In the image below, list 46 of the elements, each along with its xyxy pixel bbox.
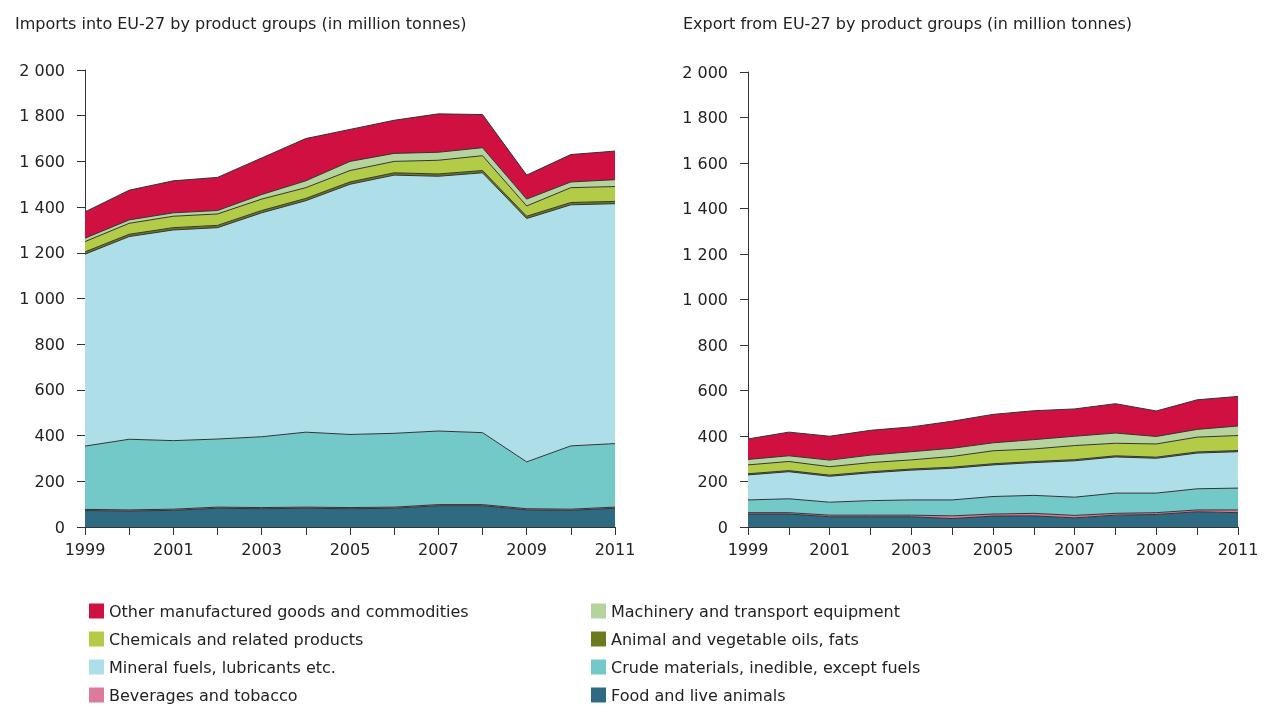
legend-label: Crude materials, inedible, except fuels — [611, 657, 921, 677]
x-tick-label: 1999 — [727, 539, 769, 559]
legend-label: Food and live animals — [611, 685, 786, 705]
chart-title: Export from EU-27 by product groups (in million tonnes) — [683, 13, 1133, 33]
y-tick-label: 400 — [34, 426, 65, 446]
y-tick-label: 1 800 — [682, 108, 728, 127]
x-tick-label: 2011 — [1217, 539, 1259, 559]
x-tick-label: 2001 — [152, 539, 194, 559]
x-tick-label: 2009 — [1135, 539, 1177, 559]
x-tick-label: 2005 — [972, 539, 1014, 559]
y-tick-label: 200 — [34, 471, 65, 491]
legend-label: Mineral fuels, lubricants etc. — [109, 657, 336, 677]
x-tick-label: 2007 — [417, 539, 459, 559]
legend-label: Machinery and transport equipment — [611, 601, 900, 621]
y-tick-label: 1 000 — [19, 289, 65, 308]
y-tick-label: 1 600 — [682, 153, 728, 173]
y-tick-label: 800 — [697, 335, 728, 355]
y-tick-label: 200 — [697, 472, 728, 491]
legend-label: Animal and vegetable oils, fats — [611, 629, 859, 649]
y-tick-label: 1 600 — [19, 151, 65, 171]
x-tick-label: 2001 — [809, 539, 851, 559]
y-tick-label: 1 400 — [682, 199, 728, 218]
legend-label: Beverages and tobacco — [109, 685, 298, 705]
y-tick-label: 600 — [34, 380, 65, 400]
y-tick-label: 0 — [54, 517, 65, 537]
y-tick-label: 600 — [697, 381, 728, 400]
y-tick-label: 2 000 — [19, 60, 65, 80]
y-tick-label: 1 400 — [19, 197, 65, 217]
x-tick-label: 2009 — [506, 539, 548, 559]
x-tick-label: 2003 — [241, 539, 283, 559]
y-tick-label: 1 200 — [19, 243, 65, 263]
x-tick-label: 2007 — [1054, 539, 1096, 559]
y-tick-label: 800 — [34, 334, 65, 354]
y-tick-label: 400 — [697, 426, 728, 446]
x-tick-label: 2003 — [890, 539, 932, 559]
legend-label: Other manufactured goods and commodities — [109, 601, 469, 621]
x-tick-label: 2011 — [594, 539, 636, 559]
chart-title: Imports into EU-27 by product groups (in million tonnes) — [15, 13, 467, 33]
y-tick-label: 1 200 — [682, 244, 728, 264]
x-tick-label: 1999 — [64, 539, 106, 559]
legend-label: Chemicals and related products — [109, 629, 364, 649]
y-tick-label: 1 800 — [19, 106, 65, 126]
y-tick-label: 2 000 — [682, 62, 728, 82]
y-tick-label: 1 000 — [682, 290, 728, 309]
x-tick-label: 2005 — [329, 539, 371, 559]
y-tick-label: 0 — [717, 517, 728, 537]
